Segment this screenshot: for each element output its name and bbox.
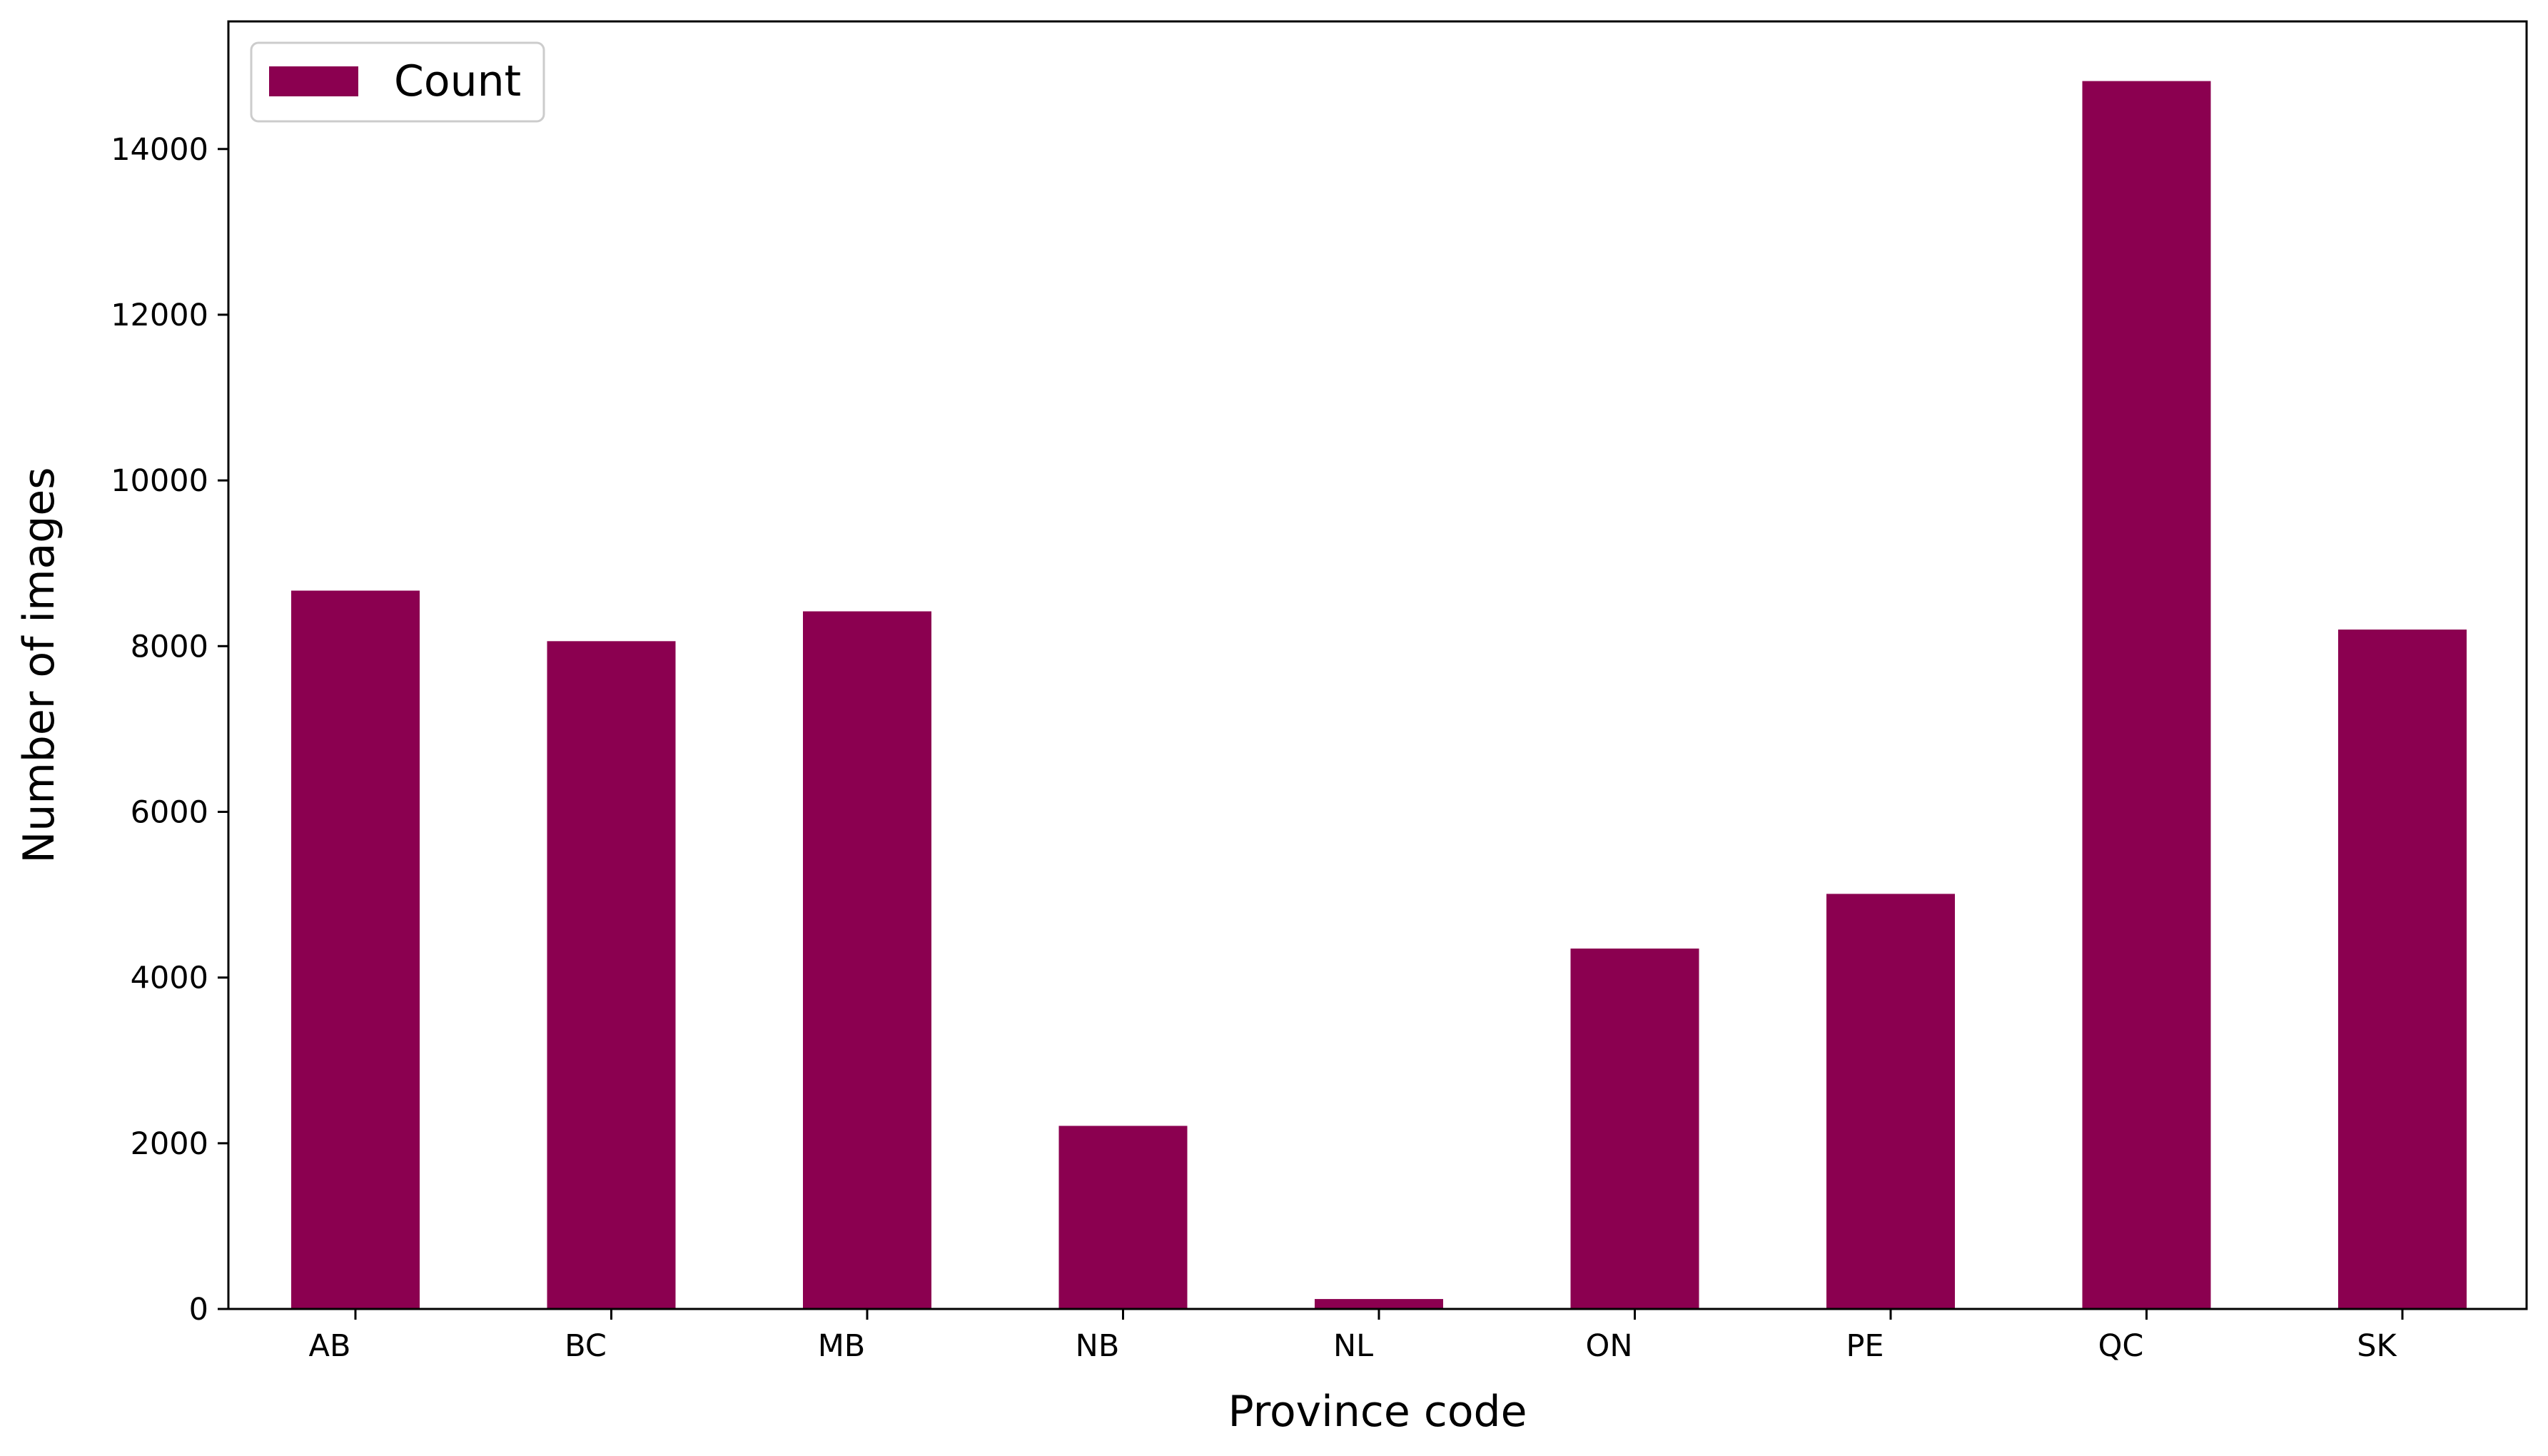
bars-group — [291, 81, 2467, 1309]
y-tick-label: 8000 — [131, 629, 208, 664]
x-tick-label: NL — [1333, 1328, 1373, 1364]
y-tick-label: 6000 — [131, 794, 208, 830]
x-tick-label: SK — [2357, 1328, 2397, 1364]
x-tick-label: ON — [1585, 1328, 1632, 1364]
bar-mb — [803, 611, 931, 1309]
bar-bc — [547, 641, 676, 1309]
legend-label: Count — [394, 56, 521, 106]
bar-nl — [1315, 1299, 1443, 1309]
bar-ab — [291, 590, 420, 1309]
legend-box — [250, 41, 545, 123]
y-tick-label: 2000 — [131, 1126, 208, 1162]
x-tick-label: AB — [309, 1328, 351, 1364]
y-tick-label: 10000 — [111, 463, 208, 499]
bar-qc — [2082, 81, 2211, 1309]
plot-frame — [227, 20, 2528, 1310]
x-tick-label: NB — [1076, 1328, 1120, 1364]
x-tick-label: MB — [818, 1328, 866, 1364]
x-tick-label: QC — [2098, 1328, 2144, 1364]
legend: Count — [250, 41, 545, 123]
y-axis-title: Number of images — [14, 467, 64, 863]
x-tick-label: PE — [1846, 1328, 1884, 1364]
y-axis-ticks: 0 2000 4000 6000 8000 10000 12000 14000 — [111, 132, 228, 1328]
y-tick-label: 12000 — [111, 298, 208, 333]
bar-nb — [1058, 1126, 1188, 1309]
x-tick-label: BC — [565, 1328, 607, 1364]
y-tick-label: 4000 — [131, 961, 208, 996]
y-tick-label: 14000 — [111, 132, 208, 168]
y-tick-label: 0 — [189, 1292, 208, 1328]
bar-sk — [2338, 630, 2467, 1309]
x-axis-title: Province code — [1228, 1387, 1527, 1437]
legend-swatch — [269, 66, 358, 96]
bar-pe — [1826, 894, 1955, 1309]
bar-on — [1570, 949, 1699, 1309]
x-axis-ticks: AB BC MB NB NL ON PE QC SK — [309, 1309, 2404, 1364]
